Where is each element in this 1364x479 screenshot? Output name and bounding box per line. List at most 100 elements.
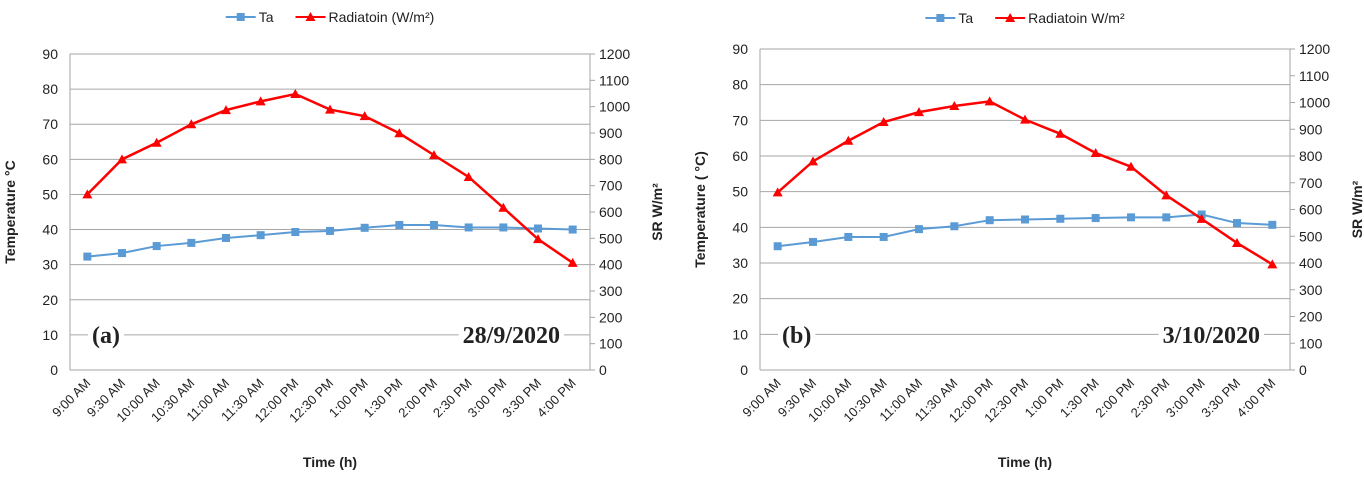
y-tick-label: 40 (732, 219, 748, 235)
legend-label: Radiatoin (W/m²) (329, 9, 435, 25)
y2-tick-label: 600 (599, 204, 623, 220)
y2-tick-label: 1000 (599, 99, 630, 115)
annotation: 28/9/2020 (463, 323, 560, 349)
marker (360, 223, 369, 232)
marker (290, 89, 301, 99)
marker (1267, 259, 1278, 269)
marker (843, 135, 854, 145)
marker (117, 154, 127, 164)
marker (256, 231, 265, 240)
y2-tick-label: 800 (599, 151, 623, 167)
marker (567, 257, 578, 267)
y-tick-label: 60 (732, 148, 748, 164)
y2-tick-label: 500 (1299, 228, 1323, 244)
marker (82, 189, 93, 199)
marker (985, 216, 994, 225)
y2-tick-label: 200 (599, 309, 623, 325)
marker (1020, 114, 1030, 124)
marker (83, 252, 92, 261)
marker (1127, 213, 1135, 222)
y2-tick-label: 1200 (599, 46, 630, 62)
legend-marker (236, 13, 245, 21)
marker (222, 233, 230, 242)
marker (1161, 190, 1172, 200)
y-axis-label: Temperature ( °C) (692, 151, 708, 268)
annotation-bg (778, 323, 816, 349)
marker (949, 100, 960, 110)
y2-tick-label: 0 (599, 362, 607, 378)
y-tick-label: 80 (732, 77, 748, 93)
y2-tick-label: 600 (1299, 202, 1323, 218)
marker (325, 104, 335, 114)
marker (429, 150, 439, 160)
y2-tick-label: 1100 (1299, 68, 1329, 84)
y2-tick-label: 1100 (599, 72, 629, 88)
y2-tick-label: 200 (1299, 309, 1323, 325)
marker (773, 242, 782, 251)
legend-label: Radiatoin W/m² (1028, 10, 1125, 26)
marker (568, 225, 577, 234)
marker (915, 225, 923, 234)
y-tick-label: 0 (50, 362, 58, 378)
annotation-bg (1158, 323, 1264, 349)
y-tick-label: 30 (732, 255, 748, 271)
y2-axis-label: SR W/m² (649, 183, 665, 241)
x-tick-label: 9:00 AM (739, 376, 783, 420)
y-tick-label: 90 (42, 46, 58, 62)
annotation-bg (458, 323, 564, 349)
marker (950, 222, 959, 231)
marker (533, 234, 543, 244)
y-tick-label: 10 (42, 327, 58, 343)
marker (1268, 220, 1277, 229)
marker (1090, 148, 1101, 158)
y-tick-label: 70 (732, 112, 748, 128)
marker (1162, 213, 1171, 222)
y2-tick-label: 100 (1299, 335, 1323, 351)
y2-tick-label: 500 (599, 230, 623, 246)
marker (1196, 213, 1207, 223)
marker (221, 105, 231, 115)
marker (772, 187, 783, 197)
y2-tick-label: 700 (1299, 175, 1323, 191)
y-tick-label: 10 (732, 326, 748, 342)
y-tick-label: 40 (42, 222, 58, 238)
legend-marker (936, 14, 945, 22)
y2-tick-label: 1200 (1299, 41, 1330, 57)
marker (984, 96, 995, 106)
legend: Ta Radiatoin W/m² (925, 10, 1125, 26)
marker (118, 249, 126, 258)
marker (1021, 215, 1029, 224)
x-axis-label: Time (h) (303, 454, 357, 470)
marker (151, 137, 162, 147)
marker (1091, 214, 1100, 223)
marker (186, 119, 197, 129)
y2-tick-label: 700 (599, 178, 623, 194)
legend-label: Ta (259, 9, 274, 25)
marker (809, 237, 817, 246)
marker (1056, 214, 1065, 223)
y-tick-label: 80 (42, 81, 58, 97)
marker (394, 128, 405, 138)
y-tick-label: 30 (42, 257, 58, 273)
y-tick-label: 50 (42, 186, 58, 202)
marker (914, 107, 924, 117)
y2-tick-label: 0 (1299, 362, 1307, 378)
annotation: (a) (92, 323, 120, 349)
marker (359, 111, 370, 121)
series-line (86, 92, 574, 264)
marker (464, 223, 473, 232)
marker (808, 156, 818, 166)
y-tick-label: 20 (732, 291, 748, 307)
y2-tick-label: 900 (599, 125, 623, 141)
y-tick-label: 0 (740, 362, 748, 378)
y-tick-label: 60 (42, 151, 58, 167)
marker (326, 226, 334, 235)
legend-label: Ta (958, 10, 973, 26)
y-tick-label: 70 (42, 116, 58, 132)
legend-marker (1005, 13, 1016, 22)
marker (1233, 219, 1241, 228)
legend-marker (305, 12, 316, 21)
marker (430, 220, 438, 229)
marker (187, 238, 196, 247)
